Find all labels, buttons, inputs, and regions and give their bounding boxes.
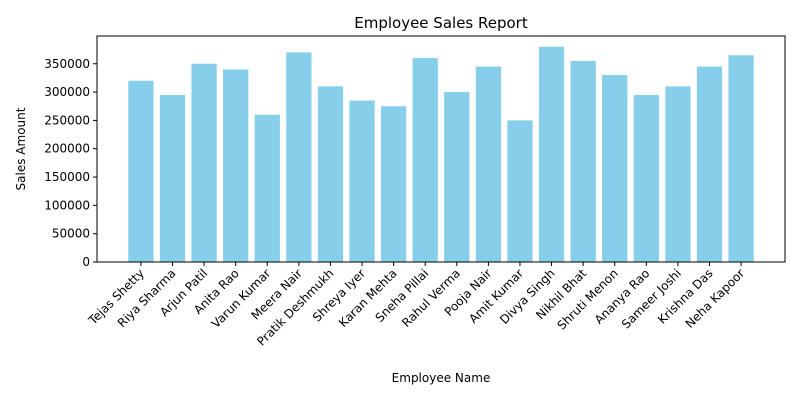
bar-tejas-shetty [128, 80, 154, 263]
y-tick-label: 350000 [44, 57, 90, 71]
bar-nikhil-bhat [570, 60, 596, 263]
bar-sameer-joshi [665, 86, 691, 262]
bar-karan-mehta [380, 106, 407, 262]
bar-anita-rao [223, 69, 249, 262]
bar-meera-nair [286, 52, 312, 263]
bar-krishna-das [696, 66, 723, 263]
bar-rahul-verma [444, 92, 470, 262]
y-tick-label: 50000 [52, 227, 90, 241]
y-tick-label: 300000 [44, 85, 90, 99]
bar-neha-kapoor [728, 55, 754, 262]
x-axis-label: Employee Name [392, 371, 491, 385]
bar-pooja-nair [475, 66, 502, 263]
bar-shreya-iyer [349, 100, 375, 262]
y-tick-label: 0 [82, 255, 90, 269]
y-tick-label: 100000 [44, 198, 90, 212]
y-axis-label: Sales Amount [14, 107, 28, 190]
chart-title: Employee Sales Report [354, 14, 528, 32]
y-tick-label: 250000 [44, 113, 90, 127]
plot-frame [96, 35, 786, 263]
bar-shruti-menon [602, 75, 628, 263]
bars-group [128, 46, 754, 263]
bar-divya-singh [538, 46, 565, 263]
bar-ananya-rao [633, 94, 659, 263]
bar-riya-sharma [159, 94, 186, 263]
bar-amit-kumar [507, 120, 533, 262]
y-tick-label: 200000 [44, 142, 90, 156]
bar-sneha-pillai [412, 58, 438, 262]
y-axis: 0 50000 100000 150000 200000 250000 300000 3500… [44, 57, 97, 269]
y-tick-label: 150000 [44, 170, 90, 184]
bar-pratik-deshmukh [317, 86, 344, 262]
bar-varun-kumar [254, 114, 280, 262]
bar-arjun-patil [191, 63, 217, 262]
